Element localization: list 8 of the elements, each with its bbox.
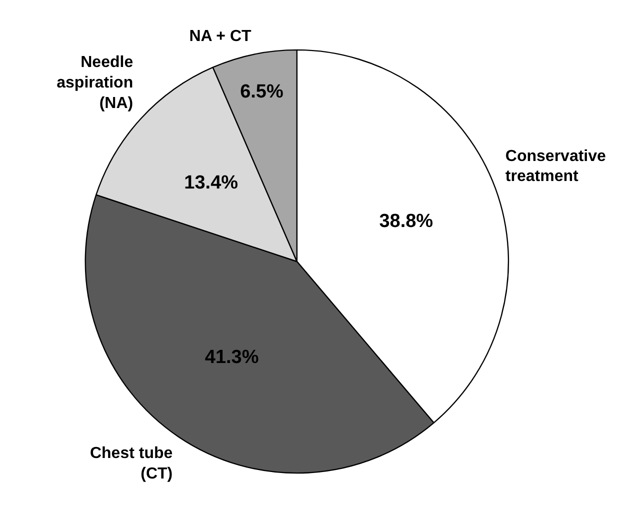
data-label: 6.5% — [240, 82, 284, 103]
slice-label: Chest tube (CT) — [90, 444, 173, 482]
slice-label: Conservative treatment — [505, 148, 606, 186]
data-label: 41.3% — [204, 347, 259, 368]
data-label: 38.8% — [379, 211, 434, 232]
slice-label: Needle aspiration (NA) — [56, 54, 134, 112]
data-label: 13.4% — [184, 172, 238, 194]
slice-label: NA + CT — [189, 28, 252, 45]
